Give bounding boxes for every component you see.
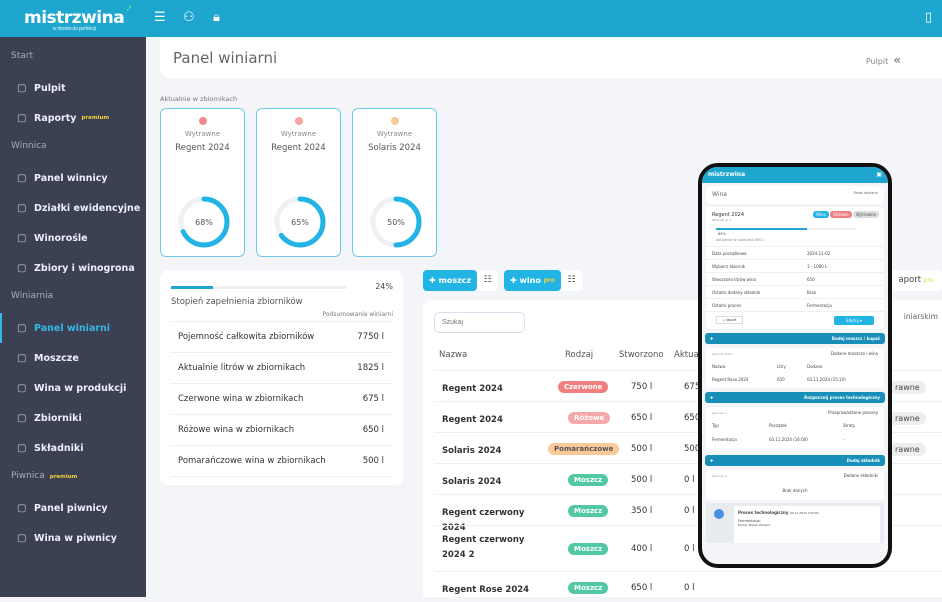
fill-progress xyxy=(171,286,346,289)
sidebar-item[interactable]: ▢ Zbiory i winogrona xyxy=(17,262,135,274)
type-badge: Moszcz xyxy=(568,504,609,517)
sidebar-toggle-icon[interactable]: ▯ xyxy=(925,10,933,25)
svg-text:68%: 68% xyxy=(195,218,213,227)
stat-row: Czerwone wina w zbiornikach 675 l xyxy=(170,384,392,415)
add-must-button[interactable]: ✚ moszcz xyxy=(423,270,477,291)
phone-detail-row: Data początkowa 2024-11-02 xyxy=(706,246,884,259)
report-button[interactable]: aport pro xyxy=(890,270,942,291)
add-wine-button[interactable]: ✚ wino pro xyxy=(504,270,561,291)
basket-icon: ▢ xyxy=(17,262,27,274)
status-dot xyxy=(198,117,207,125)
person-icon: ▢ xyxy=(17,442,27,454)
page-title: Panel winiarni xyxy=(173,49,278,67)
drop-icon: ▢ xyxy=(17,352,27,364)
table-row[interactable]: Regent czerwony 2024 Moszcz 350 l 0 l xyxy=(434,494,942,533)
chevrons-left-icon: « xyxy=(893,53,901,67)
col-name[interactable]: Nazwa xyxy=(439,350,468,360)
stat-row: Różowe wina w zbiornikach 650 l xyxy=(170,415,392,446)
svg-text:50%: 50% xyxy=(387,218,405,227)
phone-detail-row: Stworzono litrów wina 650 xyxy=(706,272,884,285)
table-row[interactable]: Regent Rose 2024 Moszcz 650 l 0 l xyxy=(434,571,942,602)
logo[interactable]: mistrzwina ➚ w drodze do perfekcji xyxy=(24,4,133,32)
cycle-icon: ▢ xyxy=(17,382,27,394)
stat-row: Aktualnie litrów w zbiornikach 1825 l xyxy=(170,353,392,384)
type-badge: Czerwone xyxy=(558,380,609,393)
link-icon: ▢ xyxy=(17,532,27,544)
user-icon[interactable]: ⚇ xyxy=(183,10,195,25)
must-list-icon[interactable]: ☷ xyxy=(477,270,498,291)
fill-summary-panel: 24% Stopień zapełnienia zbiorników Podsu… xyxy=(160,270,403,485)
tank-card[interactable]: Wytrawne Regent 2024 68% xyxy=(160,108,245,257)
sidebar: Start ▢ Pulpit ▢ Raporty premium Winnica ▢ Panel… xyxy=(0,37,146,597)
summary-label: Podsumowanie winiarni xyxy=(322,311,393,318)
type-badge: Moszcz xyxy=(568,543,609,555)
phone-detail-row: Ostatni proces Fermentacja xyxy=(706,298,884,311)
stat-row: Pojemność całkowita zbiorników 7750 l xyxy=(170,322,392,353)
sidebar-item[interactable]: ▢ Winorośle xyxy=(17,232,88,244)
page-header: Panel winiarni Pulpit « xyxy=(160,38,942,78)
type-badge: Moszcz xyxy=(568,473,609,486)
wine-list-icon[interactable]: ☷ xyxy=(561,270,582,291)
fill-percent: 24% xyxy=(375,282,393,291)
tanks-label: Aktualnie w zbiornikach xyxy=(160,95,238,103)
sidebar-item[interactable]: ▢ Działki ewidencyjne xyxy=(17,202,141,214)
sidebar-item[interactable]: ▢ Pulpit xyxy=(17,82,66,94)
panel-icon: ▢ xyxy=(17,322,27,334)
logo-arrow-icon: ➚ xyxy=(125,4,133,14)
tank-donut: 50% xyxy=(370,196,422,248)
sidebar-section: Winnica xyxy=(11,141,47,151)
sidebar-item[interactable]: ▢ Moszcze xyxy=(17,352,79,364)
sliders-icon: ▢ xyxy=(17,232,27,244)
sidebar-item[interactable]: ▢ Panel winnicy xyxy=(17,172,108,184)
tank-donut: 65% xyxy=(274,196,326,248)
phone-lock-icon: ▣ xyxy=(876,171,882,178)
breadcrumb[interactable]: Pulpit « xyxy=(865,53,901,67)
status-dot xyxy=(294,117,303,125)
status-dot xyxy=(390,117,399,125)
sidebar-item[interactable]: ▢ Składniki xyxy=(17,442,84,454)
svg-text:65%: 65% xyxy=(291,218,309,227)
type-badge: Pomarańczowe xyxy=(548,442,620,455)
table-row[interactable]: Solaris 2024 Pomarańczowe 500 l 500 rawn… xyxy=(434,432,942,463)
grid-icon: ▢ xyxy=(17,82,27,94)
sidebar-item[interactable]: ▢ Panel winiarni xyxy=(0,313,146,343)
search-input[interactable] xyxy=(434,312,525,333)
sidebar-item[interactable]: ▢ Raporty premium xyxy=(17,112,110,124)
sidebar-section: Start xyxy=(11,51,33,61)
tank-card[interactable]: Wytrawne Regent 2024 65% xyxy=(256,108,341,257)
stat-row: Pomarańczowe wina w zbiornikach 500 l xyxy=(170,446,392,477)
type-badge: Moszcz xyxy=(568,581,609,594)
table-row[interactable]: Regent czerwony 2024 2 Moszcz 400 l 0 l xyxy=(434,525,942,571)
phone-wine-card: Regent 2024 Zbiornik nr 1 Wino Różowe Wy… xyxy=(706,207,884,329)
phone-mockup: mistrzwina ▣ Wina Panel winiarni Regent 20… xyxy=(698,163,892,568)
type-badge: Różowe xyxy=(568,411,611,424)
signpost-icon: ▢ xyxy=(17,172,27,184)
side-text: iniarskim xyxy=(903,312,938,321)
top-bar: mistrzwina ➚ w drodze do perfekcji ☰ ⚇ 🔒︎ … xyxy=(0,0,942,37)
table-row[interactable]: Regent 2024 Czerwone 750 l 675 rawne xyxy=(434,370,942,401)
sidebar-item[interactable]: ▢ Wina w produkcji xyxy=(17,382,127,394)
phone-detail-row: Wybierz zbiornik 1 - 1000 L xyxy=(706,259,884,272)
sidebar-item[interactable]: ▢ Wina w piwnicy xyxy=(17,532,117,544)
tank-donut: 68% xyxy=(178,196,230,248)
sidebar-item[interactable]: ▢ Zbiorniki xyxy=(17,412,82,424)
phone-header: mistrzwina ▣ xyxy=(702,167,888,183)
col-current[interactable]: Aktua xyxy=(674,350,699,360)
menu-icon[interactable]: ☰ xyxy=(154,10,166,25)
sidebar-section: Piwnica premium xyxy=(11,471,78,481)
sidebar-section: Winiarnia xyxy=(11,291,54,301)
col-created[interactable]: Stworzono xyxy=(619,350,664,360)
col-type[interactable]: Rodzaj xyxy=(565,350,594,360)
tank-card[interactable]: Wytrawne Solaris 2024 50% xyxy=(352,108,437,257)
phone-detail-row: Ostatni dodany składnik Brak xyxy=(706,285,884,298)
tank-icon: ▢ xyxy=(17,412,27,424)
image-icon: ▢ xyxy=(17,202,27,214)
login-icon: ▢ xyxy=(17,502,27,514)
reports-icon: ▢ xyxy=(17,112,27,124)
fill-title: Stopień zapełnienia zbiorników xyxy=(171,297,303,307)
table-row[interactable]: Regent 2024 Różowe 650 l 650 rawne xyxy=(434,401,942,432)
lock-icon[interactable]: 🔒︎ xyxy=(213,10,220,25)
sidebar-item[interactable]: ▢ Panel piwnicy xyxy=(17,502,108,514)
table-row[interactable]: Solaris 2024 Moszcz 500 l 0 l xyxy=(434,463,942,494)
